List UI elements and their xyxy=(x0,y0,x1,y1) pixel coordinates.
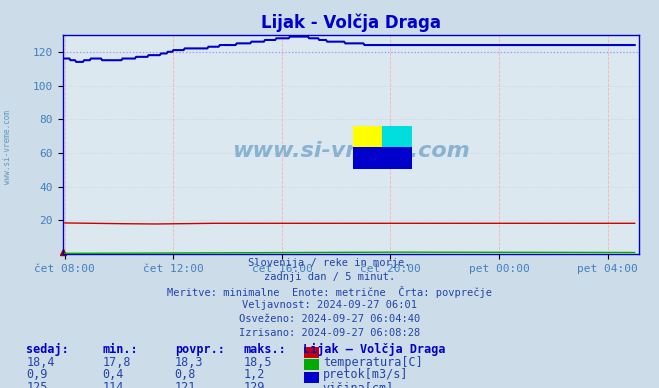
Text: 0,9: 0,9 xyxy=(26,368,47,381)
Text: www.si-vreme.com: www.si-vreme.com xyxy=(3,111,13,184)
Text: www.si-vreme.com: www.si-vreme.com xyxy=(232,141,470,161)
Text: povpr.:: povpr.: xyxy=(175,343,225,357)
Text: 18,5: 18,5 xyxy=(244,356,272,369)
Text: zadnji dan / 5 minut.: zadnji dan / 5 minut. xyxy=(264,272,395,282)
Text: Osveženo: 2024-09-27 06:04:40: Osveženo: 2024-09-27 06:04:40 xyxy=(239,314,420,324)
Text: Slovenija / reke in morje.: Slovenija / reke in morje. xyxy=(248,258,411,268)
Text: Veljavnost: 2024-09-27 06:01: Veljavnost: 2024-09-27 06:01 xyxy=(242,300,417,310)
Text: maks.:: maks.: xyxy=(244,343,287,357)
Text: 0,8: 0,8 xyxy=(175,368,196,381)
Text: višina[cm]: višina[cm] xyxy=(323,381,394,388)
Title: Lijak - Volčja Draga: Lijak - Volčja Draga xyxy=(261,14,441,32)
Text: 18,3: 18,3 xyxy=(175,356,203,369)
Text: 125: 125 xyxy=(26,381,47,388)
Text: 0,4: 0,4 xyxy=(102,368,123,381)
Text: Meritve: minimalne  Enote: metrične  Črta: povprečje: Meritve: minimalne Enote: metrične Črta:… xyxy=(167,286,492,298)
Text: min.:: min.: xyxy=(102,343,138,357)
Text: temperatura[C]: temperatura[C] xyxy=(323,356,422,369)
Text: 18,4: 18,4 xyxy=(26,356,55,369)
Text: Lijak – Volčja Draga: Lijak – Volčja Draga xyxy=(303,343,445,357)
Text: 17,8: 17,8 xyxy=(102,356,130,369)
Text: sedaj:: sedaj: xyxy=(26,343,69,357)
Text: 114: 114 xyxy=(102,381,123,388)
Text: 129: 129 xyxy=(244,381,265,388)
Text: Izrisano: 2024-09-27 06:08:28: Izrisano: 2024-09-27 06:08:28 xyxy=(239,328,420,338)
Text: pretok[m3/s]: pretok[m3/s] xyxy=(323,368,409,381)
Text: 1,2: 1,2 xyxy=(244,368,265,381)
Text: 121: 121 xyxy=(175,381,196,388)
